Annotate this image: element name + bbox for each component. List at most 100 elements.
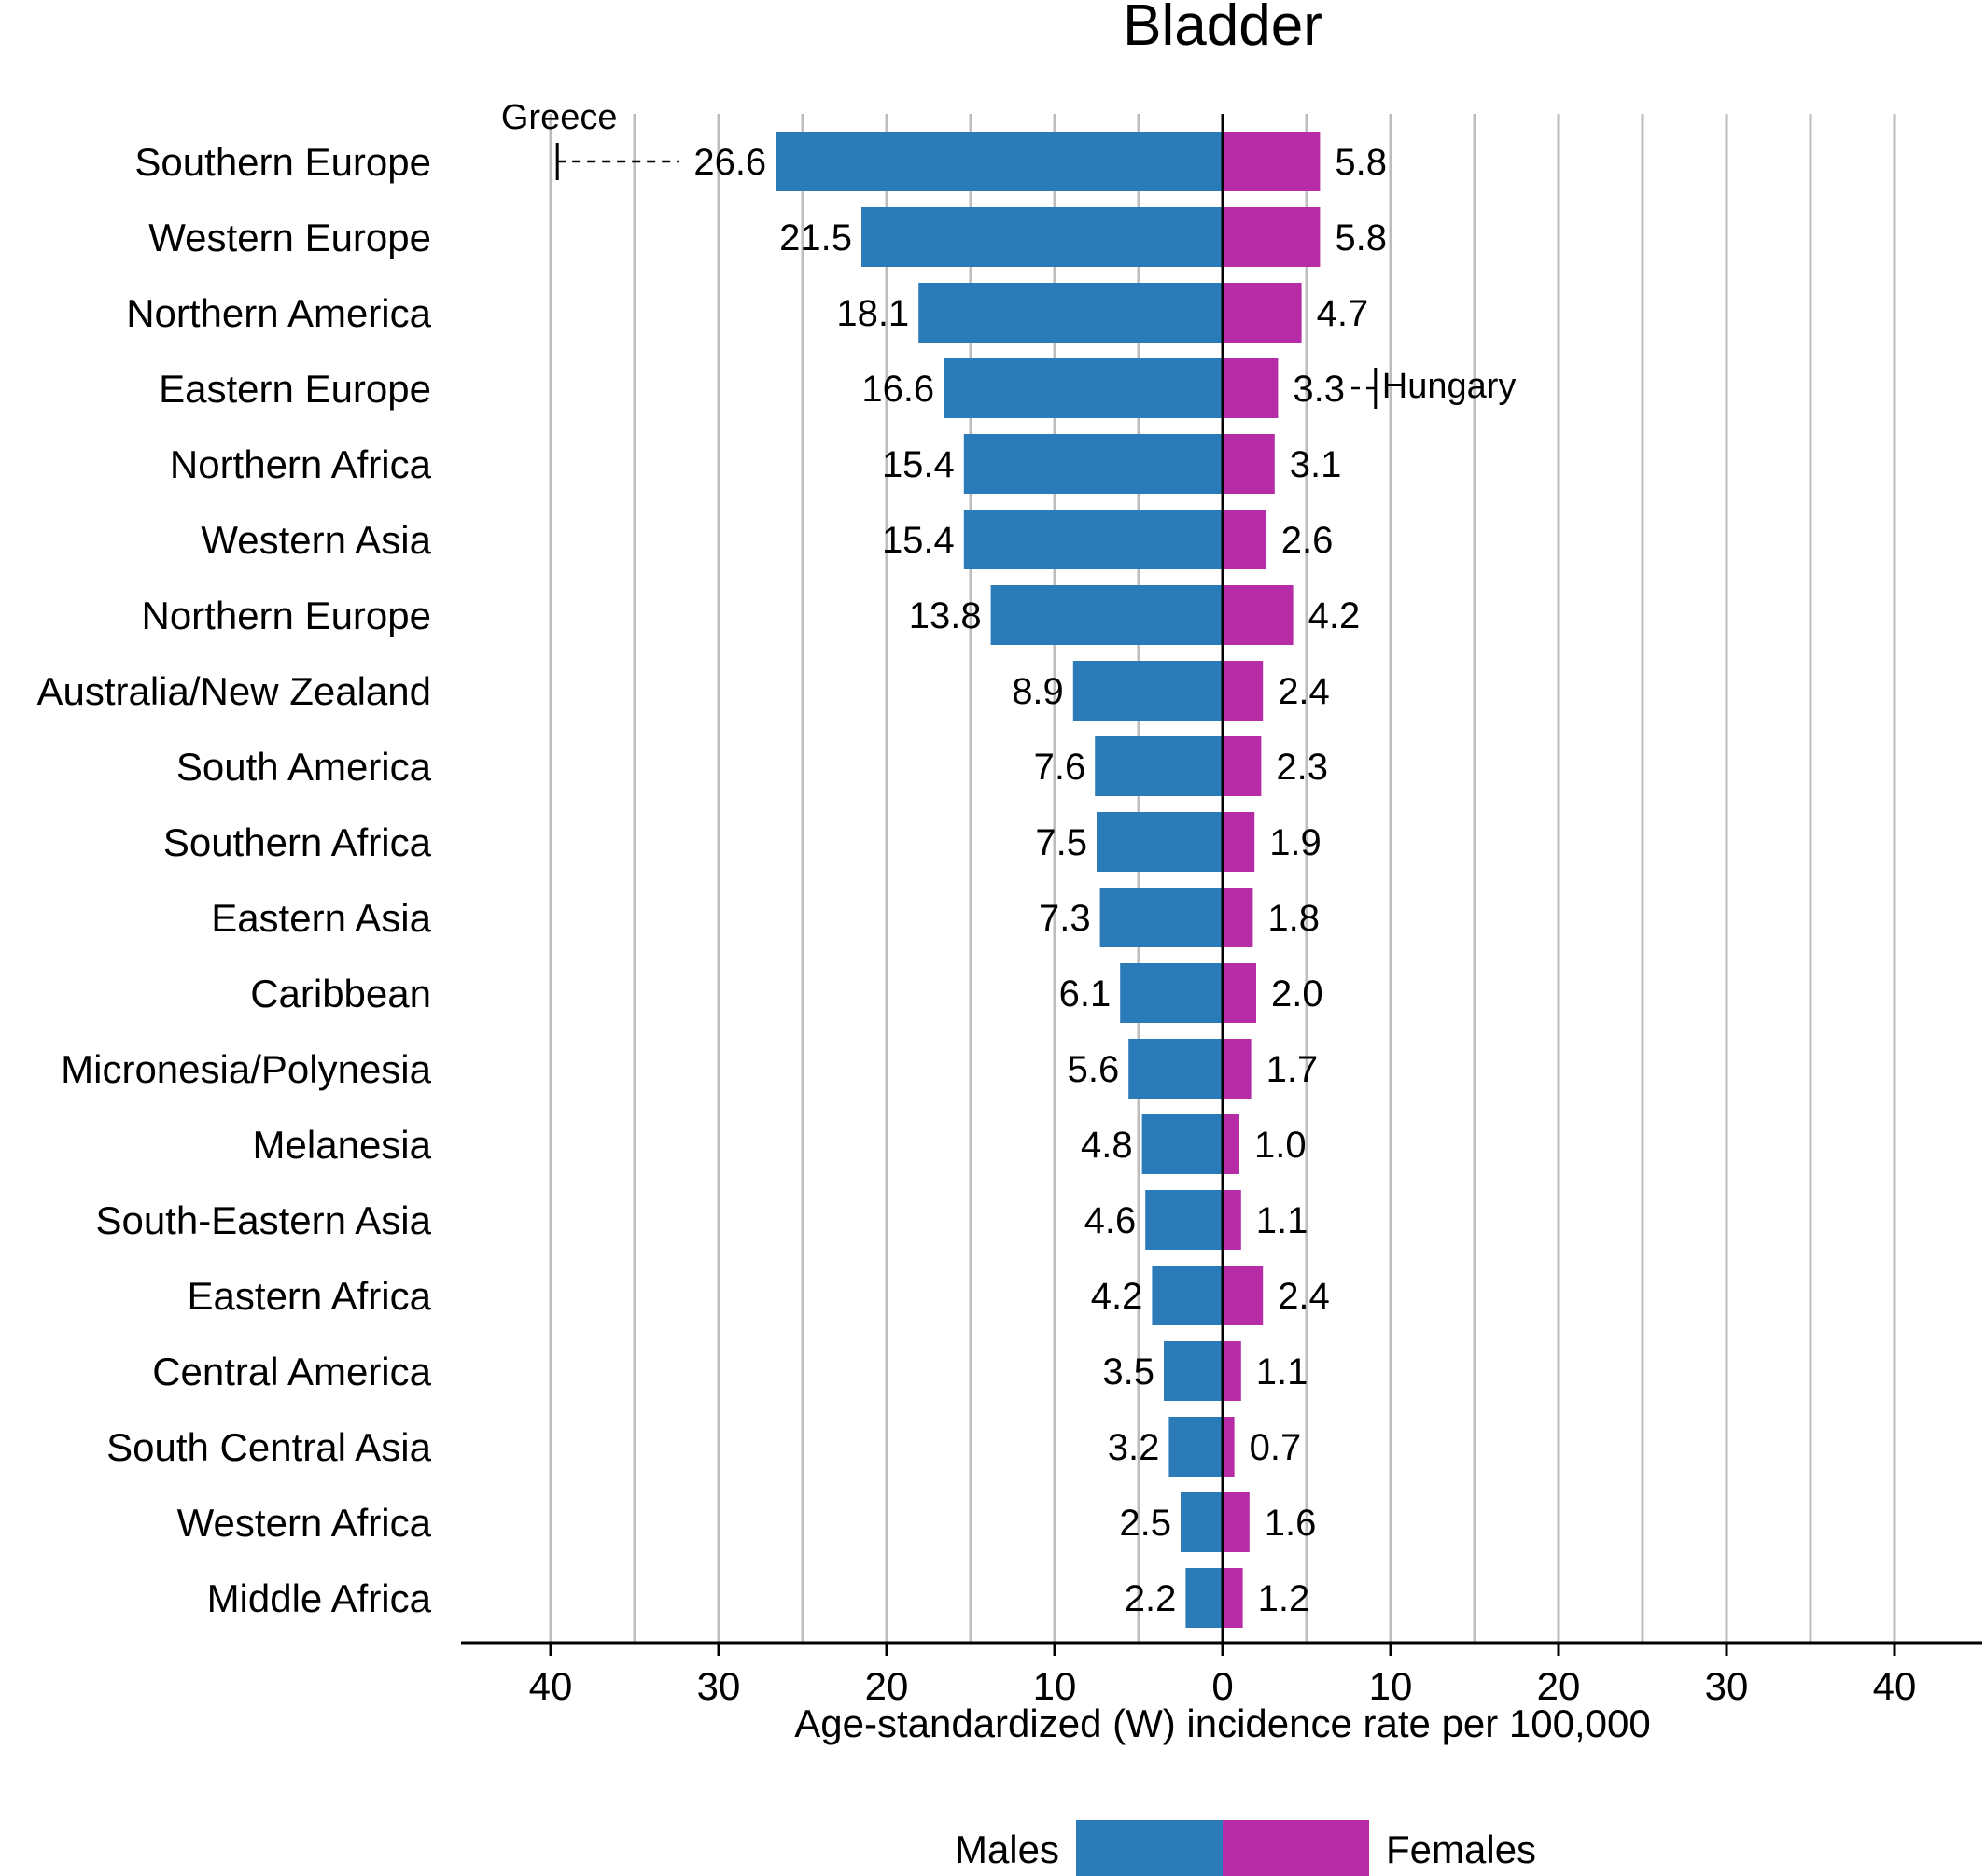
bar-females-middle-africa — [1223, 1568, 1243, 1628]
bar-females-southern-europe — [1223, 132, 1321, 191]
value-label-females-western-africa: 1.6 — [1265, 1503, 1317, 1544]
legend-label-females: Females — [1386, 1827, 1536, 1871]
bar-males-northern-africa — [963, 434, 1223, 494]
bar-females-micronesia-polynesia — [1223, 1039, 1252, 1099]
category-label-eastern-africa: Eastern Africa — [188, 1274, 432, 1318]
value-label-females-western-europe: 5.8 — [1335, 217, 1387, 259]
category-label-micronesia-polynesia: Micronesia/Polynesia — [61, 1047, 431, 1091]
bar-males-southern-europe — [776, 132, 1223, 191]
x-tick-label-3: 10 — [1033, 1664, 1077, 1708]
category-label-south-america: South America — [176, 745, 432, 789]
bar-males-south-central-asia — [1168, 1417, 1223, 1477]
value-label-females-southern-europe: 5.8 — [1335, 142, 1387, 183]
value-label-females-micronesia-polynesia: 1.7 — [1266, 1049, 1319, 1090]
category-label-eastern-europe: Eastern Europe — [159, 367, 431, 411]
value-label-males-south-eastern-asia: 4.6 — [1084, 1200, 1137, 1241]
bar-females-western-europe — [1223, 207, 1321, 267]
bar-females-northern-america — [1223, 283, 1302, 343]
value-label-males-melanesia: 4.8 — [1081, 1125, 1133, 1166]
value-label-females-caribbean: 2.0 — [1271, 973, 1323, 1015]
annotation-label-hungary: Hungary — [1382, 367, 1517, 406]
x-tick-label-0: 40 — [529, 1664, 573, 1708]
category-label-eastern-asia: Eastern Asia — [211, 896, 431, 940]
category-label-western-asia: Western Asia — [201, 518, 431, 562]
value-label-males-central-america: 3.5 — [1102, 1351, 1154, 1393]
value-label-females-central-america: 1.1 — [1256, 1351, 1308, 1393]
bar-males-caribbean — [1120, 963, 1223, 1023]
x-axis: 40 30 20 10 0 10 20 30 40 — [461, 114, 1982, 1708]
value-label-females-southern-africa: 1.9 — [1269, 822, 1322, 863]
bar-males-western-asia — [963, 510, 1223, 569]
bar-males-western-africa — [1181, 1492, 1223, 1552]
bar-males-northern-america — [918, 283, 1223, 343]
bar-females-south-central-asia — [1223, 1417, 1235, 1477]
bar-males-central-america — [1164, 1341, 1223, 1401]
value-label-females-south-eastern-asia: 1.1 — [1256, 1200, 1308, 1241]
category-label-northern-europe: Northern Europe — [141, 594, 431, 637]
bar-males-melanesia — [1141, 1114, 1223, 1174]
value-label-males-southern-africa: 7.5 — [1035, 822, 1087, 863]
value-label-females-south-central-asia: 0.7 — [1250, 1427, 1302, 1468]
value-label-males-western-africa: 2.5 — [1119, 1503, 1171, 1544]
bar-males-eastern-europe — [944, 358, 1223, 418]
value-label-females-australia-new-zealand: 2.4 — [1278, 671, 1330, 712]
x-tick-label-1: 30 — [697, 1664, 741, 1708]
category-label-northern-america: Northern America — [126, 291, 431, 335]
bar-females-northern-europe — [1223, 585, 1294, 645]
value-label-females-northern-europe: 4.2 — [1308, 595, 1361, 637]
value-label-males-south-central-asia: 3.2 — [1108, 1427, 1160, 1468]
bar-females-eastern-asia — [1223, 888, 1253, 947]
bar-males-micronesia-polynesia — [1128, 1039, 1223, 1099]
value-label-males-micronesia-polynesia: 5.6 — [1068, 1049, 1120, 1090]
value-label-females-eastern-europe: 3.3 — [1293, 369, 1345, 410]
bar-males-eastern-asia — [1099, 888, 1223, 947]
bar-females-western-africa — [1223, 1492, 1250, 1552]
value-label-males-australia-new-zealand: 8.9 — [1012, 671, 1064, 712]
bar-males-northern-europe — [990, 585, 1223, 645]
category-label-western-africa: Western Africa — [177, 1501, 432, 1545]
category-label-caribbean: Caribbean — [250, 972, 431, 1015]
bar-males-south-eastern-asia — [1145, 1190, 1223, 1250]
bar-males-western-europe — [861, 207, 1223, 267]
value-label-males-northern-america: 18.1 — [836, 293, 909, 334]
value-label-males-eastern-europe: 16.6 — [861, 369, 934, 410]
category-label-south-central-asia: South Central Asia — [106, 1425, 432, 1469]
x-tick-label-2: 20 — [865, 1664, 909, 1708]
bar-females-melanesia — [1223, 1114, 1239, 1174]
legend-label-males: Males — [955, 1827, 1059, 1871]
bar-females-eastern-africa — [1223, 1266, 1264, 1325]
legend-swatch-females — [1223, 1820, 1369, 1876]
bar-males-eastern-africa — [1152, 1266, 1223, 1325]
x-tick-label-4: 0 — [1211, 1664, 1233, 1708]
bar-females-south-america — [1223, 736, 1262, 796]
x-tick-label-7: 30 — [1705, 1664, 1749, 1708]
bar-females-caribbean — [1223, 963, 1256, 1023]
legend: Males Females — [955, 1820, 1536, 1876]
category-label-northern-africa: Northern Africa — [170, 442, 432, 486]
category-label-south-eastern-asia: South-Eastern Asia — [95, 1198, 431, 1242]
bar-males-middle-africa — [1185, 1568, 1223, 1628]
bars: Southern Europe 26.6 5.8 Western Europe 21.5… — [36, 132, 1387, 1628]
value-label-females-northern-america: 4.7 — [1317, 293, 1369, 334]
category-label-southern-europe: Southern Europe — [134, 140, 431, 184]
value-label-females-northern-africa: 3.1 — [1290, 444, 1342, 485]
category-label-australia-new-zealand: Australia/New Zealand — [36, 669, 431, 713]
chart-title: Bladder — [1123, 0, 1322, 58]
x-tick-label-8: 40 — [1873, 1664, 1917, 1708]
value-label-females-western-asia: 2.6 — [1281, 520, 1334, 561]
value-label-females-melanesia: 1.0 — [1254, 1125, 1307, 1166]
category-label-western-europe: Western Europe — [148, 216, 431, 259]
value-label-males-southern-europe: 26.6 — [693, 142, 766, 183]
bar-females-australia-new-zealand — [1223, 661, 1264, 721]
value-label-males-western-asia: 15.4 — [882, 520, 955, 561]
bar-males-australia-new-zealand — [1072, 661, 1223, 721]
annotation-label-greece: Greece — [501, 98, 618, 137]
category-label-central-america: Central America — [152, 1350, 431, 1393]
x-axis-label: Age-standardized (W) incidence rate per … — [794, 1701, 1651, 1745]
x-tick-label-6: 20 — [1537, 1664, 1581, 1708]
bar-males-southern-africa — [1097, 812, 1223, 872]
category-label-middle-africa: Middle Africa — [207, 1576, 432, 1620]
bar-females-central-america — [1223, 1341, 1241, 1401]
category-label-melanesia: Melanesia — [253, 1123, 432, 1167]
